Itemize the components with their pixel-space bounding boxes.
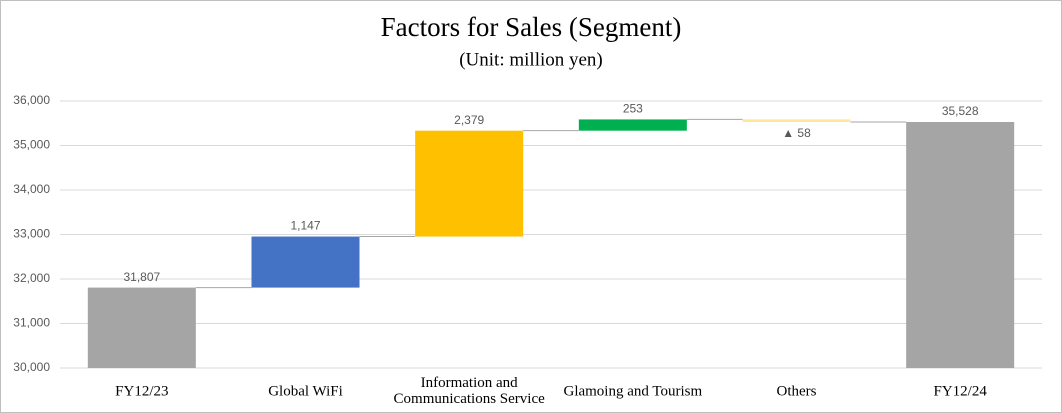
- bar: [415, 130, 524, 237]
- y-tick-label: 33,000: [13, 227, 50, 241]
- y-tick-label: 36,000: [13, 93, 50, 107]
- data-label: 253: [623, 102, 643, 116]
- y-tick-label: 31,000: [13, 316, 50, 330]
- data-label: 35,528: [942, 104, 979, 118]
- chart-title: Factors for Sales (Segment): [381, 12, 682, 42]
- chart-subtitle: (Unit: million yen): [459, 49, 603, 70]
- bar: [578, 119, 687, 131]
- x-tick-label-line: Communications Service: [394, 391, 546, 407]
- x-tick-label: FY12/23: [115, 383, 168, 399]
- data-label: ▲ 58: [782, 126, 811, 140]
- x-tick-label-line: Information and: [421, 375, 519, 391]
- data-label: 31,807: [123, 270, 160, 284]
- data-label: 1,147: [290, 219, 320, 233]
- x-tick-label: FY12/24: [933, 383, 987, 399]
- data-label: 2,379: [454, 113, 484, 127]
- bar: [906, 122, 1015, 368]
- y-tick-label: 30,000: [13, 360, 50, 374]
- x-tick-label: Glamoing and Tourism: [563, 383, 702, 399]
- bar: [87, 287, 196, 368]
- y-tick-label: 35,000: [13, 138, 50, 152]
- bar: [251, 236, 360, 288]
- x-tick-label: Global WiFi: [268, 383, 343, 399]
- y-tick-label: 34,000: [13, 182, 50, 196]
- bar: [742, 119, 851, 123]
- x-tick-label: Others: [777, 383, 817, 399]
- x-tick-label: Information and Communications Service: [394, 375, 546, 407]
- y-tick-label: 32,000: [13, 271, 50, 285]
